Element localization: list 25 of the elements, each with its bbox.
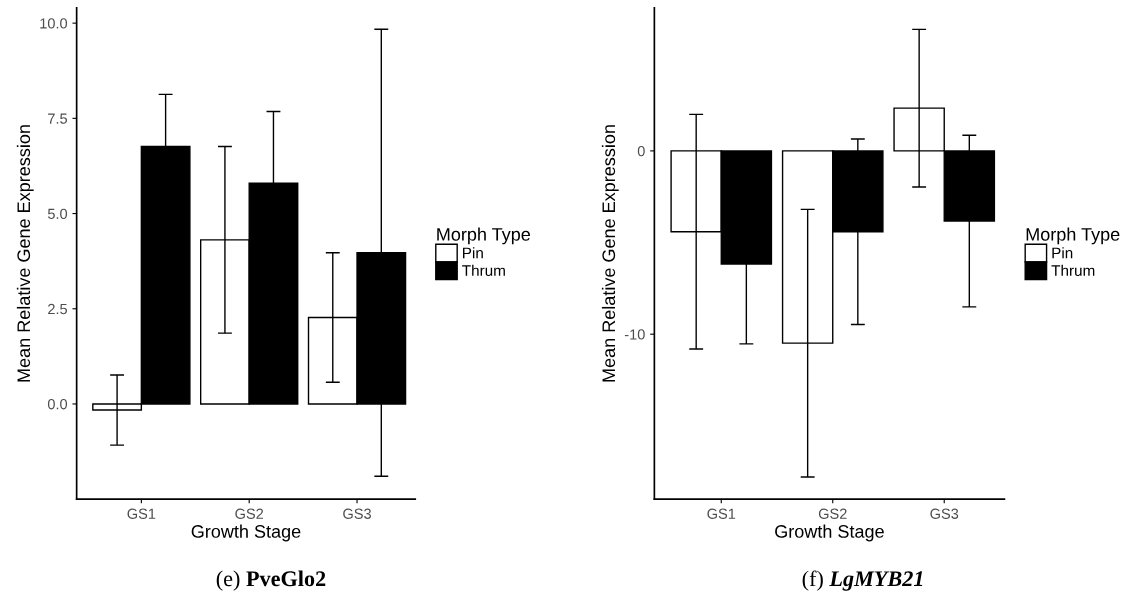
y-tick-label: 7.5 (48, 113, 68, 124)
legend-label: Thrum (462, 264, 505, 276)
x-tick-label: GS1 (707, 508, 736, 519)
x-tick-label: GS3 (930, 508, 959, 519)
x-tick-label: GS2 (818, 508, 847, 519)
y-tick-label: 10.0 (40, 18, 68, 29)
y-tick-label: -10 (624, 329, 645, 340)
y-tick-label: 0.0 (47, 399, 68, 410)
legend-title: Morph Type (437, 227, 531, 245)
y-tick-label: 5.0 (47, 208, 68, 219)
x-axis-title: Growth Stage (191, 524, 301, 542)
x-axis-title: Growth Stage (775, 524, 884, 542)
legend-label: Thrum (1051, 264, 1095, 276)
y-axis-title: Mean Relative Gene Expression (601, 125, 619, 382)
legend-label: Pin (463, 247, 483, 259)
x-tick-label: GS1 (127, 508, 156, 519)
x-tick-label: GS2 (235, 508, 264, 519)
y-tick-label: 0 (637, 145, 645, 157)
text: (f) LgMYB21 (802, 570, 923, 591)
y-axis-title: Mean Relative Gene Expression (16, 125, 34, 382)
text: (e) PveGlo2 (216, 570, 326, 591)
legend-title: Morph Type (1026, 227, 1120, 245)
legend-label: Pin (1052, 247, 1073, 259)
y-tick-label: 2.5 (48, 303, 68, 315)
x-tick-label: GS3 (343, 508, 371, 519)
